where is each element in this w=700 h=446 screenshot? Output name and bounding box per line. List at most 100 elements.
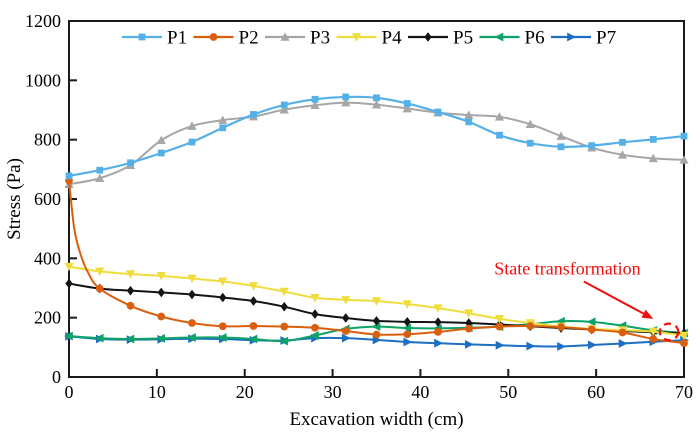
series-marker-P5 xyxy=(219,292,227,303)
series-marker-P5 xyxy=(372,316,381,326)
series-marker-P2 xyxy=(311,323,319,332)
series-marker-P5 xyxy=(280,301,288,312)
series-marker-P7 xyxy=(618,339,628,348)
series-marker-P4 xyxy=(494,315,505,324)
legend-item-P7: P7 xyxy=(551,28,616,49)
legend-label-P7: P7 xyxy=(596,28,616,49)
annotation-dashed-circle xyxy=(658,322,680,342)
series-marker-P6 xyxy=(125,334,135,344)
series-marker-P4 xyxy=(464,309,474,318)
annotation-arrow-head xyxy=(641,309,654,319)
legend-item-P6: P6 xyxy=(479,28,545,49)
series-marker-P5 xyxy=(311,309,319,319)
series-marker-P2 xyxy=(341,327,350,335)
series-marker-P1 xyxy=(619,138,626,146)
series-marker-P2 xyxy=(434,328,442,336)
series-marker-P4 xyxy=(371,297,382,306)
series-marker-P6 xyxy=(586,317,596,327)
series-marker-P4 xyxy=(218,277,228,287)
series-marker-P2 xyxy=(649,335,658,343)
legend-marker-P2 xyxy=(209,33,218,41)
series-marker-P3 xyxy=(679,155,689,164)
legend: P1 P2 P3 P4 P5 P6 P7 xyxy=(122,28,616,49)
series-marker-P3 xyxy=(556,131,566,140)
legend-marker-P4 xyxy=(351,33,362,42)
series-marker-P2 xyxy=(680,339,688,348)
series-marker-P6 xyxy=(310,331,319,340)
series-marker-P2 xyxy=(126,301,135,310)
series-marker-P1 xyxy=(557,143,565,151)
legend-item-P2: P2 xyxy=(193,28,259,49)
series-P2 xyxy=(65,176,688,348)
series-marker-P6 xyxy=(248,334,258,344)
series-marker-P7 xyxy=(557,342,566,351)
series-marker-P1 xyxy=(280,101,288,109)
x-tick-label: 20 xyxy=(236,382,254,402)
series-marker-P7 xyxy=(341,333,351,343)
legend-label-P6: P6 xyxy=(525,28,545,49)
x-tick-label: 70 xyxy=(675,382,693,402)
series-marker-P3 xyxy=(494,112,505,121)
series-marker-P2 xyxy=(495,322,504,331)
series-marker-P4 xyxy=(95,267,105,276)
series-marker-P3 xyxy=(371,100,382,109)
series-marker-P5 xyxy=(249,296,258,306)
series-marker-P7 xyxy=(587,340,597,350)
legend-item-P4: P4 xyxy=(336,28,403,49)
series-marker-P6 xyxy=(402,323,412,333)
series-marker-P4 xyxy=(402,300,412,309)
x-axis-title: Excavation width (cm) xyxy=(289,409,463,430)
series-marker-P6 xyxy=(279,336,289,346)
series-marker-P1 xyxy=(311,95,319,103)
series-marker-P4 xyxy=(187,274,197,284)
series-marker-P4 xyxy=(125,270,136,279)
series-marker-P4 xyxy=(279,287,289,297)
series-marker-P7 xyxy=(495,340,505,350)
series-marker-P3 xyxy=(156,135,166,145)
series-marker-P3 xyxy=(279,105,289,114)
legend-item-P1: P1 xyxy=(122,28,187,49)
series-marker-P4 xyxy=(648,327,658,337)
series-marker-P5 xyxy=(465,318,473,328)
series-marker-P3 xyxy=(187,121,197,130)
y-tick-label: 200 xyxy=(34,308,61,328)
y-tick-label: 1000 xyxy=(25,70,61,90)
series-marker-P1 xyxy=(157,149,165,157)
legend-marker-P3 xyxy=(280,32,290,41)
legend-label-P1: P1 xyxy=(167,28,187,49)
series-marker-P1 xyxy=(588,142,596,149)
series-marker-P6 xyxy=(156,334,166,343)
x-tick-label: 30 xyxy=(324,382,342,402)
series-marker-P4 xyxy=(433,304,443,313)
series-marker-P6 xyxy=(64,331,73,341)
series-marker-P3 xyxy=(341,97,351,107)
series-marker-P1 xyxy=(188,138,196,146)
series-marker-P2 xyxy=(618,328,627,337)
series-marker-P1 xyxy=(96,166,104,174)
series-marker-P6 xyxy=(217,333,227,342)
y-tick-label: 400 xyxy=(34,248,61,268)
series-marker-P1 xyxy=(65,172,73,180)
series-P1 xyxy=(65,93,688,180)
x-tick-label: 10 xyxy=(148,382,166,402)
series-marker-P6 xyxy=(94,333,104,343)
series-marker-P3 xyxy=(525,119,535,129)
series-marker-P4 xyxy=(679,331,689,341)
series-marker-P1 xyxy=(250,111,257,118)
series-marker-P2 xyxy=(249,322,258,330)
x-axis: 0 10 20 30 40 50 60 70 Excavation width (cm) xyxy=(65,369,693,430)
series-marker-P1 xyxy=(373,94,380,102)
series-marker-P5 xyxy=(157,287,165,298)
y-tick-label: 600 xyxy=(34,189,61,209)
y-tick-label: 0 xyxy=(52,367,61,387)
series-marker-P1 xyxy=(465,118,473,126)
series-marker-P1 xyxy=(342,93,350,101)
series-marker-P6 xyxy=(187,333,196,342)
legend-marker-P7 xyxy=(567,32,576,42)
annotation-text: State transformation xyxy=(494,259,640,279)
series-marker-P4 xyxy=(248,282,259,291)
series-marker-P5 xyxy=(403,317,411,327)
legend-label-P4: P4 xyxy=(382,28,403,49)
